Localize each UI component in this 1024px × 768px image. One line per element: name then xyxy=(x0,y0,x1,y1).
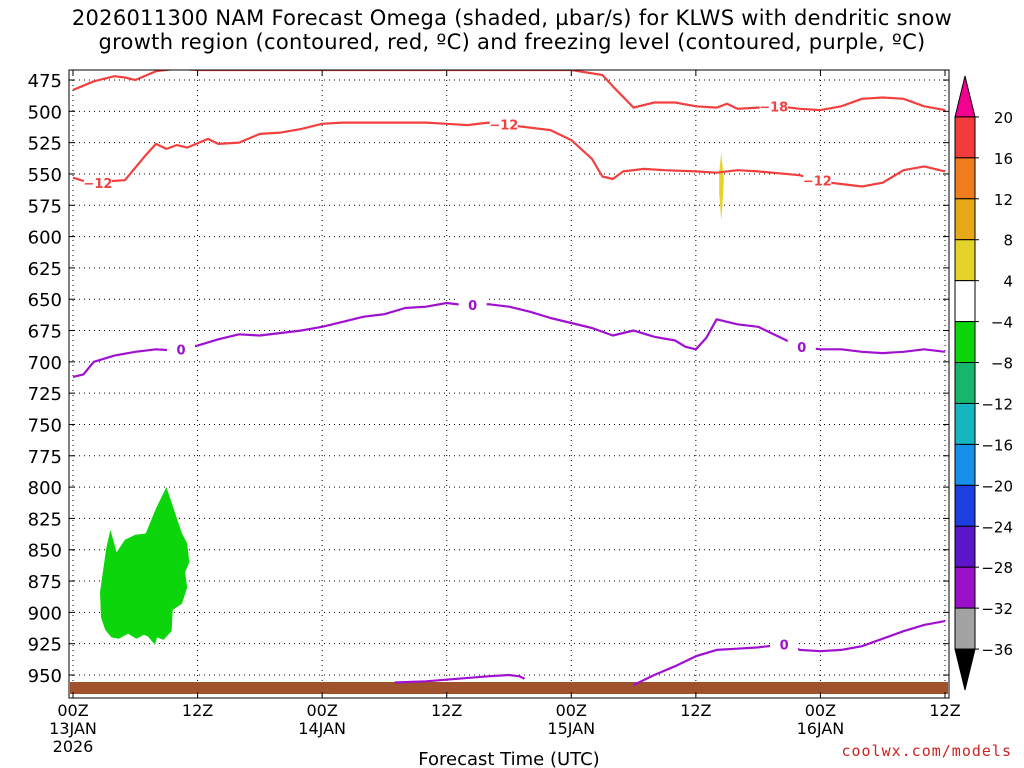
y-tick-label: 775 xyxy=(28,447,62,468)
colorbar-swatch xyxy=(954,280,976,323)
y-tick-label: 625 xyxy=(28,259,62,280)
colorbar-label: −12 xyxy=(981,395,1013,413)
x-tick-label: 00Z xyxy=(805,701,836,720)
y-tick-label: 600 xyxy=(28,228,62,249)
colorbar-top-arrow xyxy=(954,75,976,118)
colorbar: 20 16 12 8 4 −4 −8 −12 −16 −20 −24 −28 −32 −36 xyxy=(954,75,1013,691)
x-axis-label: Forecast Time (UTC) xyxy=(418,749,599,768)
colorbar-label: −32 xyxy=(981,600,1013,618)
y-tick-label: 575 xyxy=(28,196,62,217)
y-tick-label: 500 xyxy=(28,102,62,123)
contour-label-bg xyxy=(83,174,112,191)
x-tick-label: 16JAN xyxy=(797,719,845,738)
colorbar-bottom-arrow xyxy=(954,648,976,691)
colorbar-swatch xyxy=(954,484,976,527)
x-tick-label: 2026 xyxy=(53,737,94,756)
colorbar-label: 4 xyxy=(1003,273,1013,291)
contour-line xyxy=(394,673,526,684)
contour-label: −12 xyxy=(803,175,832,190)
x-tick-label: 12Z xyxy=(182,701,213,720)
title-line-1: 2026011300 NAM Forecast Omega (shaded, µ… xyxy=(71,6,953,30)
colorbar-swatch xyxy=(954,157,976,200)
colorbar-label: −36 xyxy=(981,641,1013,659)
x-tick-label: 12Z xyxy=(929,701,960,720)
y-tick-label: 850 xyxy=(28,541,62,562)
contour-label: −18 xyxy=(759,101,788,116)
colorbar-label: 16 xyxy=(994,150,1013,168)
contour-line xyxy=(72,70,946,112)
ground-strip xyxy=(70,682,948,694)
contour-label-bg xyxy=(166,341,195,358)
y-tick-label: 550 xyxy=(28,165,62,186)
x-tick-label: 14JAN xyxy=(298,719,346,738)
colorbar-swatch xyxy=(954,525,976,568)
y-tick-label: 800 xyxy=(28,478,62,499)
colorbar-label: 8 xyxy=(1003,232,1013,250)
colorbar-label: −20 xyxy=(981,477,1013,495)
contour-label-bg xyxy=(489,116,518,133)
contour-label: 0 xyxy=(468,299,477,314)
colorbar-label: 20 xyxy=(994,109,1013,127)
x-tick-label: 13JAN xyxy=(49,719,97,738)
colorbar-label: −28 xyxy=(981,559,1013,577)
contour-label: 0 xyxy=(780,638,789,653)
colorbar-label: −4 xyxy=(991,314,1013,332)
colorbar-label: −8 xyxy=(991,355,1013,373)
colorbar-swatch xyxy=(954,402,976,445)
y-tick-label: 675 xyxy=(28,322,62,343)
colorbar-label: −24 xyxy=(981,518,1013,536)
contour-label: −12 xyxy=(83,177,112,192)
colorbar-swatch xyxy=(954,566,976,609)
credit-text: coolwx.com/models xyxy=(841,742,1012,760)
colorbar-swatch xyxy=(954,239,976,282)
shaded-omega xyxy=(100,152,724,645)
contour-label-bg xyxy=(770,636,799,653)
y-tick-label: 525 xyxy=(28,134,62,155)
title-line-2: growth region (contoured, red, ºC) and f… xyxy=(98,30,926,54)
y-axis: 475 500 525 550 575 600 625 650 675 700 725 750 775 8… xyxy=(28,71,949,687)
colorbar-label: 12 xyxy=(994,191,1013,209)
contour-lines: −18 −12 −12 −12 0 0 0 0 xyxy=(72,70,946,686)
contour-label-bg xyxy=(787,339,816,356)
x-tick-label: 12Z xyxy=(680,701,711,720)
shaded-region xyxy=(719,152,724,221)
x-tick-label: 00Z xyxy=(306,701,337,720)
y-tick-label: 475 xyxy=(28,71,62,92)
y-tick-label: 825 xyxy=(28,509,62,530)
contour-line xyxy=(72,121,946,188)
chart-title: 2026011300 NAM Forecast Omega (shaded, µ… xyxy=(0,6,1024,54)
y-tick-label: 725 xyxy=(28,384,62,405)
x-tick-label: 00Z xyxy=(57,701,88,720)
x-tick-label: 12Z xyxy=(431,701,462,720)
y-tick-label: 700 xyxy=(28,353,62,374)
grid xyxy=(69,70,949,698)
contour-line xyxy=(72,301,946,378)
contour-label: 0 xyxy=(176,344,185,359)
y-tick-label: 900 xyxy=(28,603,62,624)
colorbar-swatch xyxy=(954,116,976,159)
y-tick-label: 750 xyxy=(28,415,62,436)
colorbar-swatch xyxy=(954,443,976,486)
plot-frame xyxy=(68,69,950,699)
y-tick-label: 950 xyxy=(28,666,62,687)
contour-label: −12 xyxy=(489,118,518,133)
x-tick-label: 15JAN xyxy=(547,719,595,738)
y-tick-label: 925 xyxy=(28,635,62,656)
y-tick-label: 650 xyxy=(28,290,62,311)
colorbar-swatch xyxy=(954,607,976,650)
colorbar-swatch xyxy=(954,198,976,241)
contour-label: 0 xyxy=(797,341,806,356)
contour-label-bg xyxy=(803,172,832,189)
colorbar-label: −16 xyxy=(981,436,1013,454)
colorbar-swatch xyxy=(954,362,976,404)
ground-terrain xyxy=(70,682,948,694)
contour-label-bg xyxy=(759,98,788,115)
shaded-region xyxy=(100,487,190,645)
y-tick-label: 875 xyxy=(28,572,62,593)
x-tick-label: 00Z xyxy=(556,701,587,720)
colorbar-swatch xyxy=(954,321,976,364)
contour-label-bg xyxy=(458,297,487,314)
